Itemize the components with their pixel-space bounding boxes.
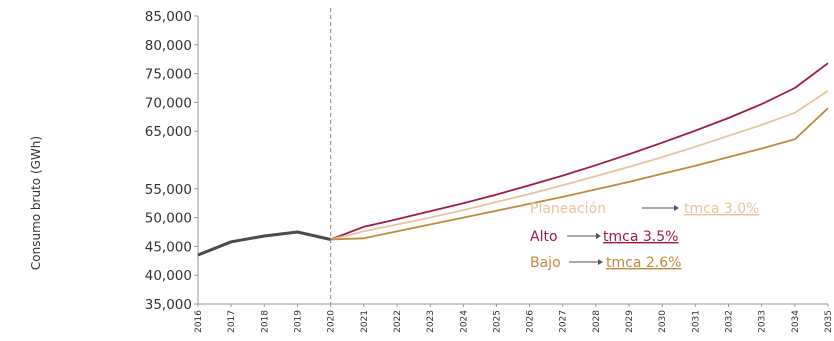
y-tick-label: 70,000 (145, 95, 192, 111)
y-tick-label: 75,000 (145, 67, 192, 83)
y-tick-label: 35,000 (145, 297, 192, 313)
annotation-name-bajo: Bajo (530, 255, 561, 271)
x-tick-label: 2035 (824, 310, 834, 333)
annotation-name-alto: Alto (530, 229, 558, 245)
annotation-rate-bajo: tmca 2.6% (606, 255, 681, 271)
annotation-rate-planeacion: tmca 3.0% (684, 201, 759, 217)
y-tick-label: 40,000 (145, 268, 192, 284)
x-tick-label: 2018 (260, 310, 270, 333)
y-tick-label: 80,000 (145, 38, 192, 54)
x-tick-label: 2029 (625, 310, 635, 333)
x-tick-label: 2026 (526, 310, 536, 333)
y-tick-label: 55,000 (145, 182, 192, 198)
x-tick-label: 2024 (459, 310, 469, 333)
plot-frame (197, 8, 828, 305)
x-tick-label: 2021 (360, 310, 370, 333)
y-axis-label: Consumo bruto (GWh) (29, 136, 43, 270)
x-tick-label: 2020 (327, 310, 337, 333)
series-line-bajo (330, 107, 829, 241)
x-tick-label: 2016 (194, 310, 204, 333)
annotation-arrowhead-bajo (598, 259, 603, 265)
annotation-arrowhead-planeacion (674, 205, 679, 211)
x-tick-label: 2033 (758, 310, 768, 333)
x-axis-ticks: 2016 2017 2018 2019 2020 2021 2022 2023 2024 2025… (194, 304, 834, 333)
series-lines (197, 62, 829, 257)
x-tick-label: 2023 (426, 310, 436, 333)
x-tick-label: 2019 (293, 310, 303, 333)
series-line-alto (330, 62, 829, 241)
series-line-historico (197, 230, 331, 257)
x-tick-label: 2028 (592, 310, 602, 333)
x-tick-label: 2032 (725, 310, 735, 333)
series-line-planeacion (330, 90, 829, 241)
x-tick-label: 2017 (227, 310, 237, 333)
y-tick-label: 85,000 (145, 9, 192, 25)
x-tick-label: 2025 (492, 310, 502, 333)
x-tick-label: 2034 (791, 310, 801, 333)
y-axis-ticks: 35,000 40,000 45,000 50,000 55,000 65,000 70,0… (145, 9, 198, 313)
annotation-name-planeacion: Planeación (530, 201, 606, 217)
x-tick-label: 2027 (559, 310, 569, 333)
annotation-rate-alto: tmca 3.5% (603, 229, 678, 245)
legend-annotations: Planeación tmca 3.0% Alto tmca 3.5% Bajo tmca… (530, 201, 759, 271)
y-tick-label: 50,000 (145, 211, 192, 227)
x-tick-label: 2031 (691, 310, 701, 333)
annotation-arrowhead-alto (596, 233, 601, 239)
y-tick-label: 65,000 (145, 124, 192, 140)
x-tick-label: 2030 (658, 310, 668, 333)
y-tick-label: 45,000 (145, 239, 192, 255)
x-tick-label: 2022 (393, 310, 403, 333)
